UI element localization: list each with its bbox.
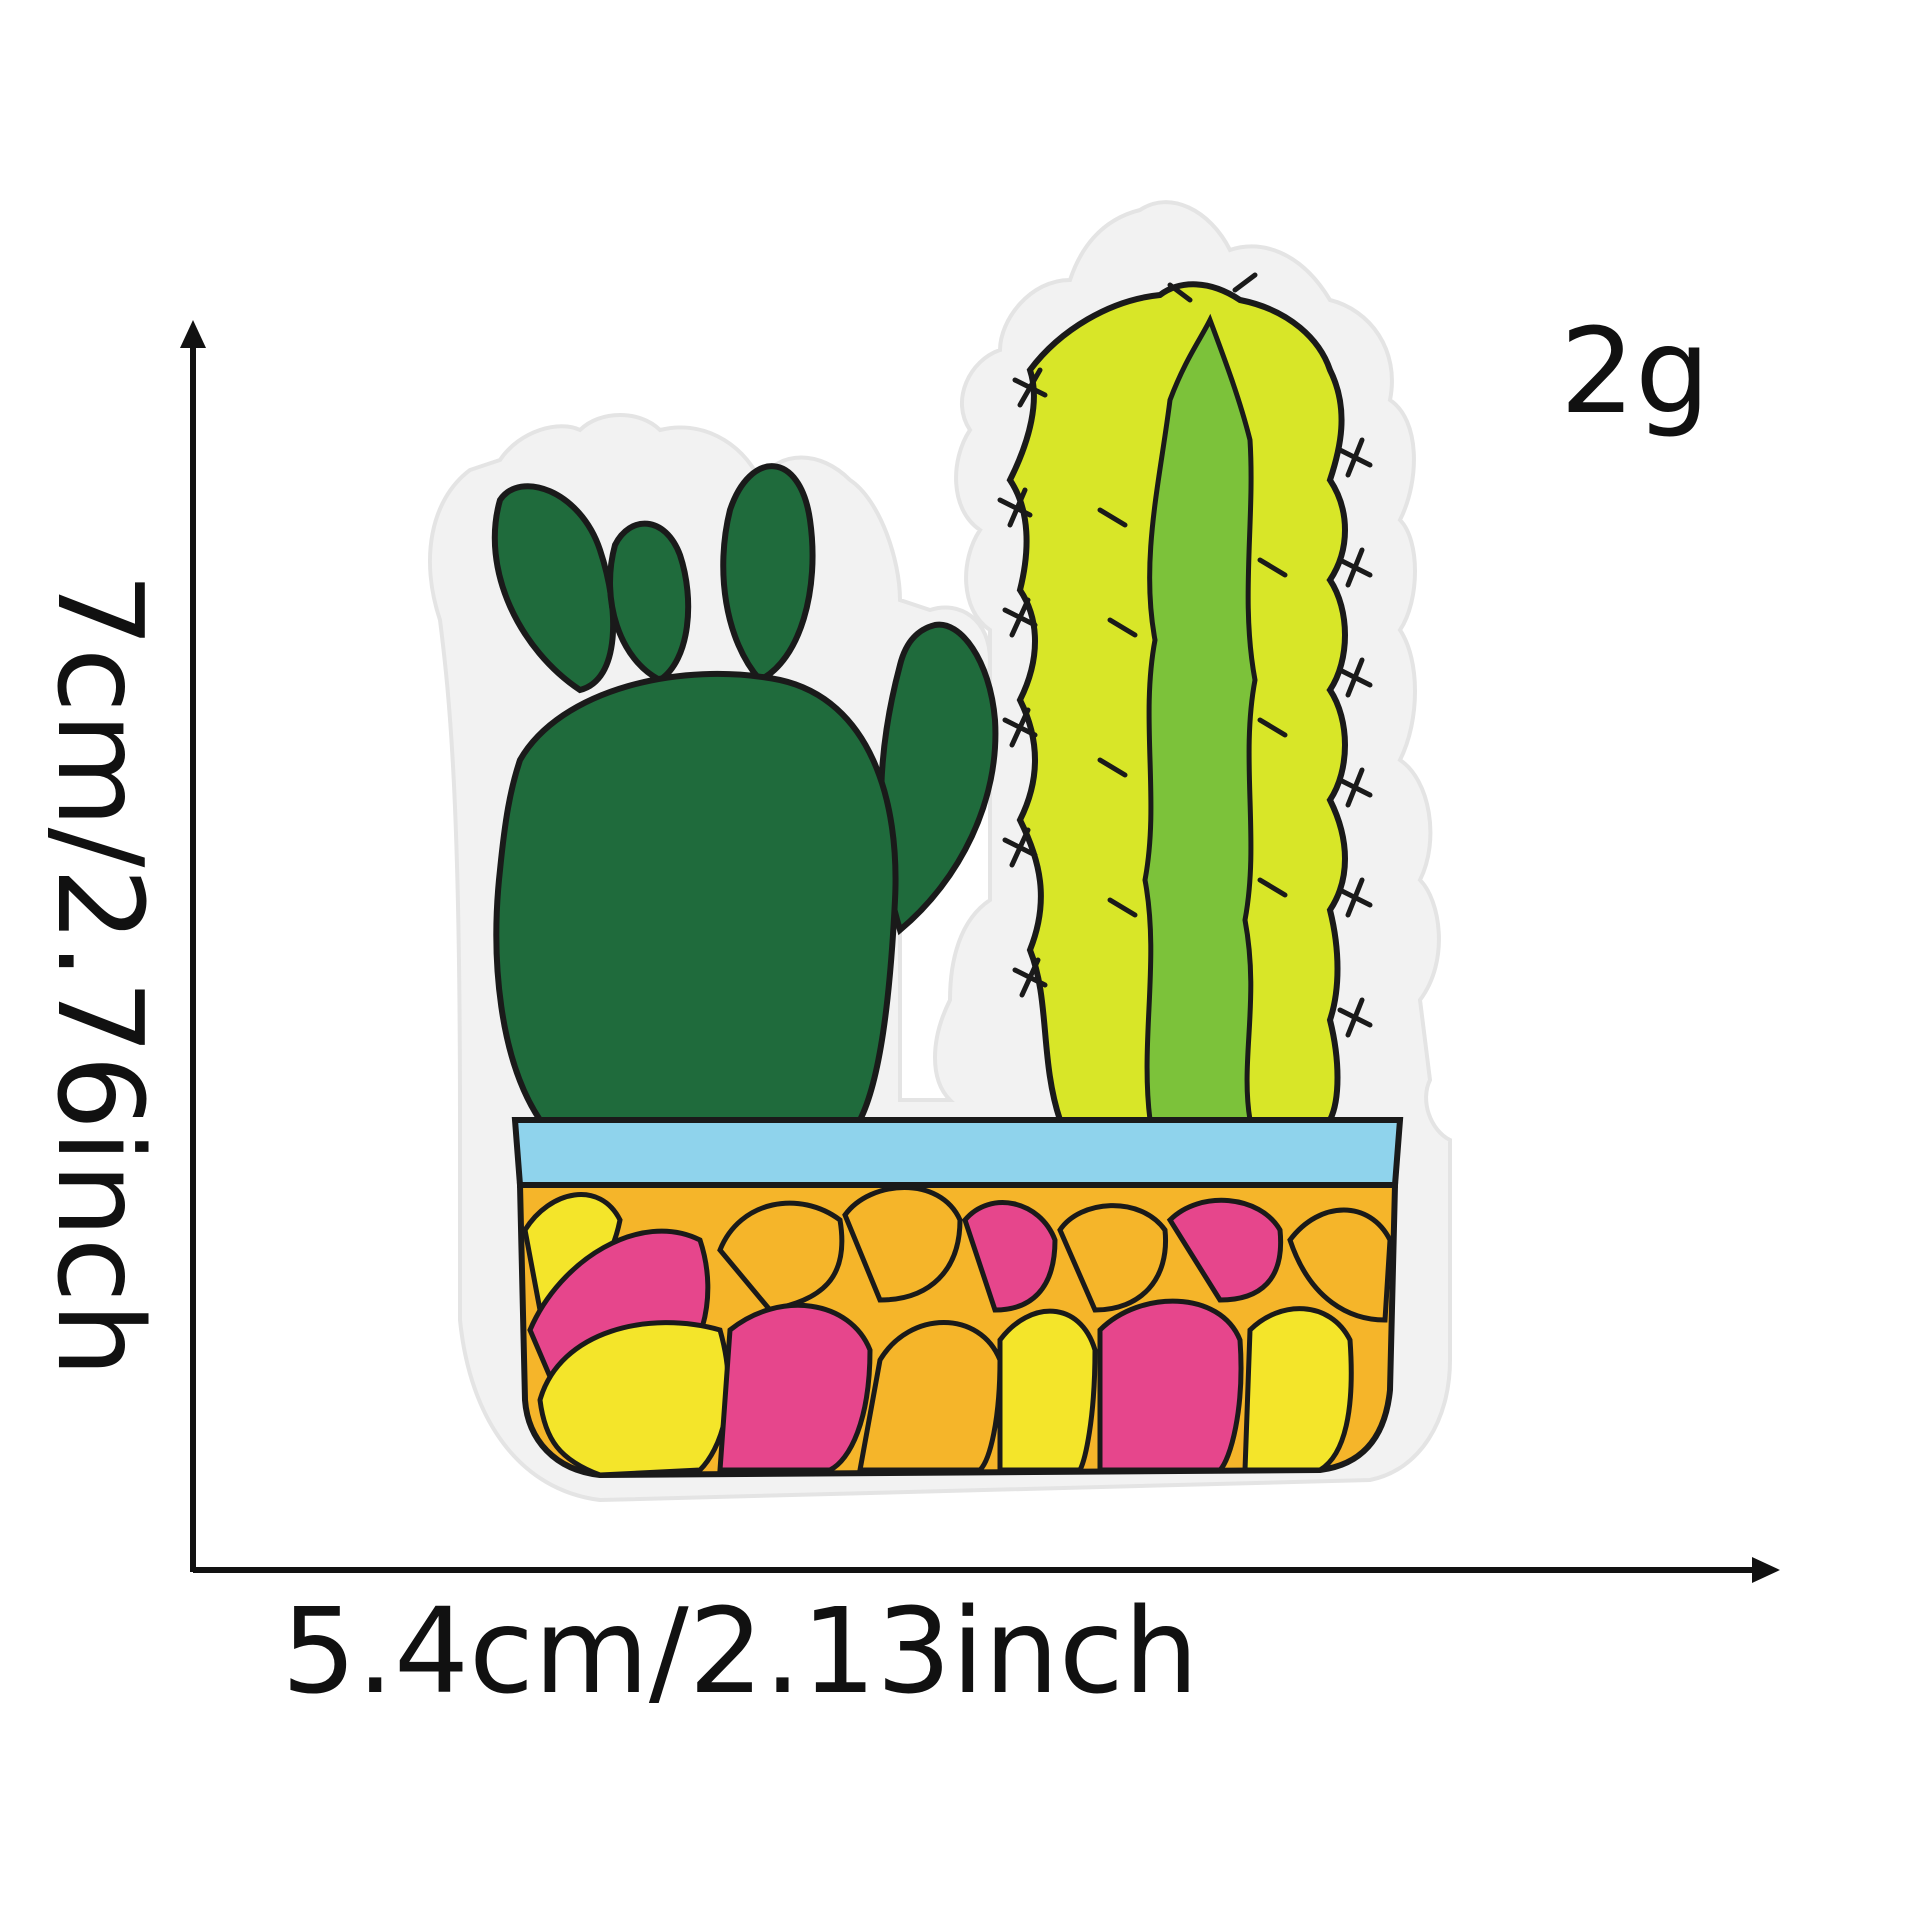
paddle-ear-left	[491, 483, 617, 694]
height-dimension-label: 7cm/2.76inch	[31, 572, 169, 1378]
pot-stones	[522, 1185, 1393, 1478]
weight-label: 2g	[1560, 302, 1710, 440]
paddle-body	[493, 670, 899, 1123]
paddle-ear-right	[720, 463, 816, 684]
horizontal-arrow	[193, 1557, 1780, 1583]
cactus-spines	[997, 272, 1373, 1038]
pot-rim	[511, 1117, 1404, 1188]
width-dimension-label: 5.4cm/2.13inch	[281, 1582, 1199, 1720]
tall-cactus-center	[1142, 313, 1258, 1123]
vertical-arrow	[180, 320, 206, 1572]
paddle-ear-mid	[607, 520, 692, 684]
